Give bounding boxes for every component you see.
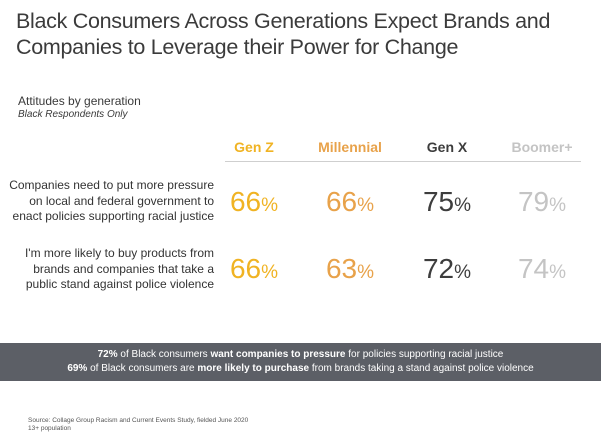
value-cell: 63%	[295, 253, 405, 289]
value-number: 66	[229, 253, 262, 284]
chart-subtitle: Attitudes by generation	[18, 94, 141, 108]
value-unit: %	[549, 195, 567, 216]
banner-stat: 69%	[67, 363, 88, 374]
value-cell: 66%	[199, 186, 309, 222]
row-label-line: I'm more likely to buy products from	[24, 246, 214, 260]
summary-banner: 72% of Black consumers want companies to…	[0, 343, 601, 381]
value-unit: %	[454, 262, 472, 283]
value-number: 63	[325, 253, 358, 284]
value-number: 79	[517, 186, 550, 217]
row-label-purchase: I'm more likely to buy products from bra…	[0, 246, 214, 293]
value-number: 72	[422, 253, 455, 284]
value-number: 66	[325, 186, 358, 217]
row-label-pressure: Companies need to put more pressure on l…	[0, 178, 214, 225]
value-number: 74	[517, 253, 550, 284]
banner-text: from brands taking a stand against polic…	[309, 363, 534, 374]
title-line: Companies to Leverage their Power for Ch…	[16, 35, 459, 59]
banner-stat: 72%	[97, 349, 118, 360]
banner-emphasis: more likely to purchase	[197, 363, 310, 374]
value-unit: %	[549, 262, 567, 283]
value-cell: 72%	[392, 253, 502, 289]
column-header-gen-z: Gen Z	[234, 139, 274, 155]
value-unit: %	[261, 262, 279, 283]
value-unit: %	[357, 262, 375, 283]
value-cell: 74%	[487, 253, 597, 289]
chart-title: Black Consumers Across Generations Expec…	[16, 8, 586, 60]
source-note: Source: Collage Group Racism and Current…	[28, 417, 248, 433]
source-line: 13+ population	[28, 425, 71, 432]
banner-text: of Black consumers are	[87, 363, 198, 374]
column-header-boomer: Boomer+	[511, 139, 573, 155]
value-unit: %	[357, 195, 375, 216]
value-cell: 79%	[487, 186, 597, 222]
title-line: Black Consumers Across Generations Expec…	[16, 9, 551, 33]
banner-text: of Black consumers	[117, 349, 211, 360]
banner-text: for policies supporting racial justice	[345, 349, 504, 360]
source-line: Source: Collage Group Racism and Current…	[28, 417, 249, 424]
header-divider	[225, 161, 581, 162]
value-unit: %	[454, 195, 472, 216]
value-cell: 66%	[295, 186, 405, 222]
column-header-gen-x: Gen X	[426, 139, 468, 155]
banner-emphasis: want companies to pressure	[210, 349, 346, 360]
row-label-line: on local and federal government to	[29, 193, 214, 208]
banner-line-purchase: 69% of Black consumers are more likely t…	[0, 362, 601, 376]
row-label-line: Companies need to put more pressure	[9, 178, 214, 192]
row-label-line: enact policies supporting racial justice	[12, 209, 214, 223]
value-cell: 66%	[199, 253, 309, 289]
chart-subtitle-note: Black Respondents Only	[18, 109, 128, 120]
row-label-line: brands and companies that take a	[33, 261, 214, 276]
value-number: 66	[229, 186, 262, 217]
value-number: 75	[422, 186, 455, 217]
row-label-line: public stand against police violence	[25, 277, 214, 291]
value-cell: 75%	[392, 186, 502, 222]
banner-line-racial-justice: 72% of Black consumers want companies to…	[0, 348, 601, 362]
value-unit: %	[261, 195, 279, 216]
column-header-millennial: Millennial	[318, 139, 382, 155]
